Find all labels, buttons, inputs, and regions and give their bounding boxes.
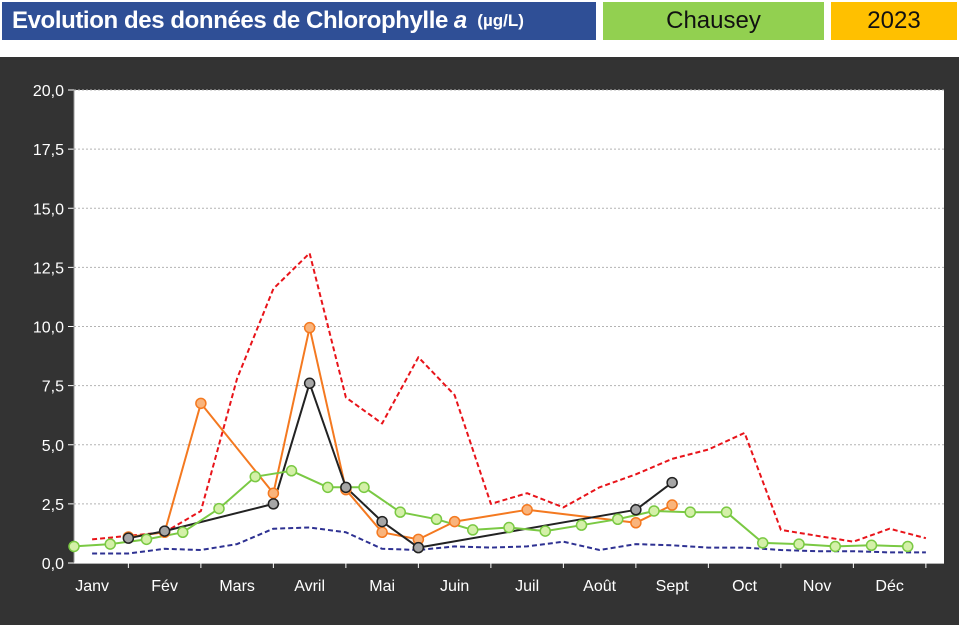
series-line-upper-dashed: [92, 252, 927, 543]
x-tick-label: Oct: [732, 578, 757, 595]
data-point-green: [503, 521, 515, 534]
data-point-black: [340, 481, 352, 494]
x-tick-label: Nov: [803, 578, 831, 595]
data-point-green: [430, 513, 443, 525]
y-tick-label: 5,0: [42, 438, 64, 455]
data-point-orange: [376, 526, 388, 539]
x-tick-label: Juil: [515, 578, 539, 595]
data-point-green: [902, 540, 914, 553]
x-tick-label: Fév: [151, 578, 178, 595]
data-point-black: [267, 498, 280, 510]
x-tick-label: Mai: [369, 578, 395, 595]
title-unit: (µg/L): [477, 11, 524, 30]
data-point-orange: [303, 321, 316, 334]
data-point-black: [303, 377, 316, 390]
chart-title: Evolution des données de Chlorophylle a …: [2, 2, 596, 40]
plot-background: [74, 90, 944, 563]
data-point-green: [757, 537, 769, 549]
data-point-black: [412, 541, 425, 554]
y-tick-label: 12,5: [33, 260, 64, 277]
data-point-green: [865, 539, 878, 552]
y-tick-label: 7,5: [42, 379, 64, 396]
title-main: Evolution des données de Chlorophylle: [12, 7, 448, 34]
series-line-green: [73, 469, 908, 548]
y-tick-label: 2,5: [42, 497, 64, 514]
data-point-green: [467, 524, 479, 536]
data-point-green: [720, 506, 733, 518]
data-point-green: [249, 470, 261, 483]
data-point-green: [213, 502, 225, 515]
data-point-green: [358, 481, 370, 494]
x-tick-label: Avril: [294, 578, 325, 595]
series-line-orange: [128, 326, 673, 541]
y-tick-label: 20,0: [33, 83, 64, 100]
series-line-lower-dashed: [92, 526, 926, 555]
x-tick-label: Sept: [656, 578, 689, 595]
x-tick-label: Juin: [440, 578, 469, 595]
y-tick-label: 15,0: [33, 201, 64, 218]
data-point-green: [612, 513, 624, 525]
data-point-orange: [195, 397, 207, 410]
data-point-orange: [521, 504, 533, 516]
data-point-green: [793, 538, 805, 550]
data-point-orange: [267, 487, 280, 499]
x-tick-label: Déc: [875, 578, 903, 595]
data-point-green: [648, 505, 660, 517]
data-point-orange: [666, 499, 678, 511]
y-tick-label: 10,0: [33, 320, 64, 337]
line-chart: 0,0 2,5 5,0 7,5 10,0 12,5 15,0 17,5 20,0 Janv Fév M…: [33, 83, 944, 595]
year-badge: 2023: [831, 2, 957, 40]
data-point-green: [68, 540, 80, 553]
data-point-green: [104, 538, 116, 550]
x-tick-label: Janv: [75, 578, 109, 595]
data-point-green: [177, 526, 189, 539]
y-tick-label: 17,5: [33, 142, 64, 159]
data-point-green: [539, 525, 551, 537]
data-point-green: [829, 540, 841, 553]
data-point-green: [285, 465, 298, 477]
data-point-orange: [630, 517, 642, 529]
x-tick-label: Août: [583, 578, 616, 595]
data-point-black: [666, 476, 678, 489]
data-point-black: [158, 525, 171, 537]
y-tick-label: 0,0: [42, 556, 64, 573]
data-point-black: [122, 532, 135, 544]
data-point-black: [630, 504, 642, 516]
chart-area: 0,0 2,5 5,0 7,5 10,0 12,5 15,0 17,5 20,0 Janv Fév M…: [0, 57, 959, 625]
data-point-green: [575, 519, 588, 531]
data-point-black: [376, 515, 388, 528]
x-tick-label: Mars: [219, 578, 255, 595]
data-point-orange: [448, 515, 461, 528]
data-point-green: [322, 481, 334, 494]
data-point-green: [140, 533, 153, 546]
data-point-green: [684, 506, 696, 518]
data-point-green: [394, 506, 406, 518]
title-italic: a: [453, 7, 468, 34]
site-badge: Chausey: [603, 2, 824, 40]
